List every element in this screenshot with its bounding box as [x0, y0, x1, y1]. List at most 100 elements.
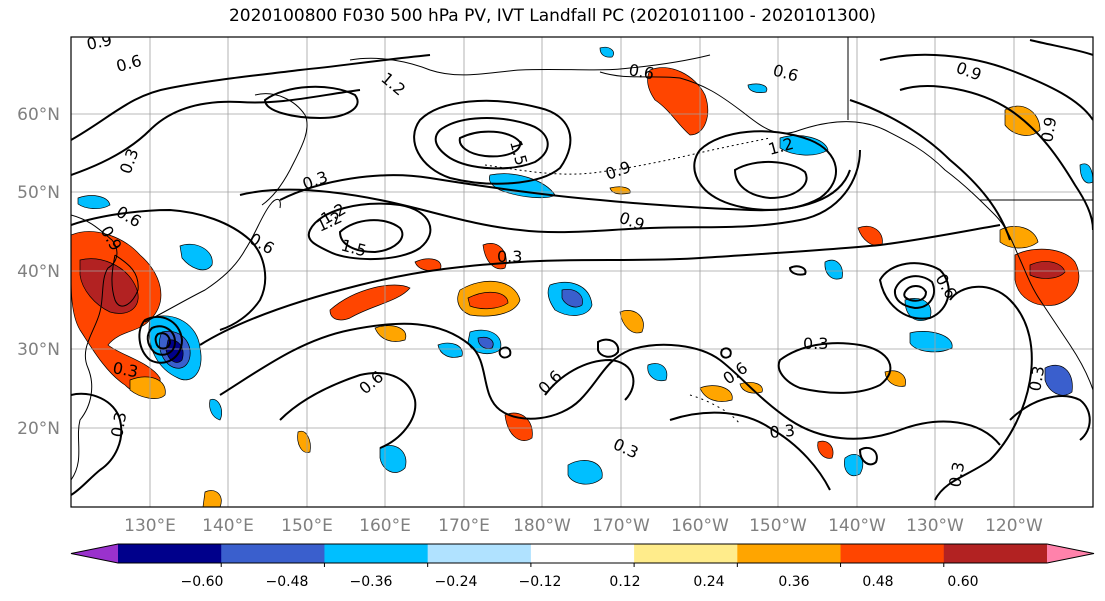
contour-line	[307, 202, 432, 260]
colorbar-tick-label: −0.12	[519, 574, 562, 590]
colorbar-segment	[737, 544, 842, 563]
contour-line	[597, 338, 620, 358]
colorbar-segment	[943, 544, 1048, 563]
contour-line	[893, 275, 935, 310]
map-title: 2020100800 F030 500 hPa PV, IVT Landfall…	[228, 6, 876, 26]
contour-line	[338, 219, 404, 254]
colorbar-segment	[427, 544, 532, 563]
coastlines	[71, 37, 1093, 481]
colorbar-segment	[324, 544, 429, 563]
colorbar-tick-label: 0.36	[778, 574, 809, 590]
latitude-labels: 60°N 50°N 40°N 30°N 20°N	[17, 105, 60, 439]
contour-line	[71, 54, 431, 141]
lat-label: 60°N	[17, 105, 60, 125]
contour-line	[693, 130, 837, 211]
contour-line	[71, 208, 267, 331]
shading-region	[437, 342, 463, 358]
contour-line	[777, 342, 892, 394]
contour-line	[903, 285, 928, 302]
lon-label: 180°W	[513, 516, 571, 536]
lon-label: 140°W	[828, 516, 886, 536]
contour-line	[413, 99, 572, 185]
coastline-east-asia	[71, 214, 118, 481]
contour-label: 0.9	[85, 30, 114, 54]
shading-region	[909, 331, 953, 353]
contour-label: 0.3	[107, 410, 130, 438]
contour-line	[263, 85, 359, 120]
contour-label: 0.3	[1025, 364, 1048, 392]
map-frame	[70, 36, 1094, 508]
colorbar-tick-labels: −0.60 −0.48 −0.36 −0.24 −0.12 0.12 0.24 …	[181, 574, 979, 590]
contour-line	[878, 262, 950, 320]
contour-line	[239, 149, 861, 234]
contour-line	[279, 372, 417, 449]
shading-region	[699, 385, 733, 402]
coastline-korea	[111, 254, 139, 307]
colorbar-segment	[221, 544, 325, 563]
pv-contours	[71, 39, 1093, 501]
shading-region	[747, 83, 768, 93]
shading-region	[179, 243, 213, 271]
contour-line	[458, 130, 522, 158]
contour-label: 0.9	[1037, 115, 1060, 143]
lon-label: 150°W	[749, 516, 807, 536]
lon-label: 130°E	[124, 516, 176, 536]
shading-region	[1044, 364, 1073, 396]
contour-line	[1029, 39, 1093, 56]
colorbar-tick-label: −0.36	[350, 574, 393, 590]
shading-region	[567, 460, 603, 485]
contour-line	[720, 347, 732, 359]
shading-region	[329, 284, 411, 321]
shading-region	[209, 398, 223, 421]
contour-line	[849, 99, 1011, 241]
shading-region	[77, 195, 111, 209]
colorbar	[70, 543, 1095, 567]
contour-line	[544, 358, 635, 401]
contour-label: 0.3	[803, 334, 828, 353]
shading-region	[817, 440, 834, 459]
lat-label: 30°N	[17, 340, 60, 360]
lat-label: 50°N	[17, 183, 60, 203]
shading-region	[379, 445, 407, 473]
contour-line	[154, 332, 172, 350]
colorbar-tick-label: −0.48	[266, 574, 309, 590]
contour-line	[71, 89, 361, 176]
shading-region	[999, 226, 1039, 249]
colorbar-tick-label: 0.24	[693, 574, 724, 590]
shading-region	[374, 325, 407, 342]
colorbar-tick-label: −0.60	[181, 574, 224, 590]
shading-region	[467, 291, 509, 310]
contour-label: 0.3	[769, 421, 796, 442]
border-canada-us	[847, 37, 1093, 201]
shading-region	[884, 370, 906, 387]
contour-line	[669, 411, 831, 491]
colorbar-extend-low	[71, 544, 118, 563]
lon-label: 160°E	[359, 516, 411, 536]
contour-label: 0.3	[497, 247, 522, 266]
contour-line	[733, 160, 808, 200]
shading-region	[504, 412, 533, 441]
contour-line	[434, 117, 549, 170]
shading-region	[165, 339, 184, 363]
colorbar-extend-high	[1047, 544, 1094, 563]
contour-line	[858, 446, 878, 466]
longitude-labels: 130°E 140°E 150°E 160°E 170°E 180°W 170°…	[124, 516, 1043, 536]
shading-region	[844, 453, 864, 477]
lon-label: 150°E	[281, 516, 333, 536]
contour-line	[788, 265, 807, 276]
shading-region	[1079, 163, 1093, 184]
lon-label: 140°E	[202, 516, 254, 536]
contour-label: 0.3	[111, 358, 139, 381]
coastline-siberia	[349, 54, 711, 76]
contour-line	[1009, 395, 1091, 441]
shading-region	[561, 289, 583, 308]
lon-label: 130°W	[906, 516, 964, 536]
contour-label: 0.3	[945, 460, 968, 488]
contour-line	[219, 322, 1001, 446]
shading-region	[647, 363, 668, 382]
contour-line	[899, 85, 1093, 231]
map-plot-area: 0.9 0.6 0.3 1.2 1.5 1.2 0.3 0.6 0.9 0.6 …	[71, 30, 1093, 507]
shading-region	[202, 490, 222, 507]
contour-line	[934, 285, 1033, 501]
